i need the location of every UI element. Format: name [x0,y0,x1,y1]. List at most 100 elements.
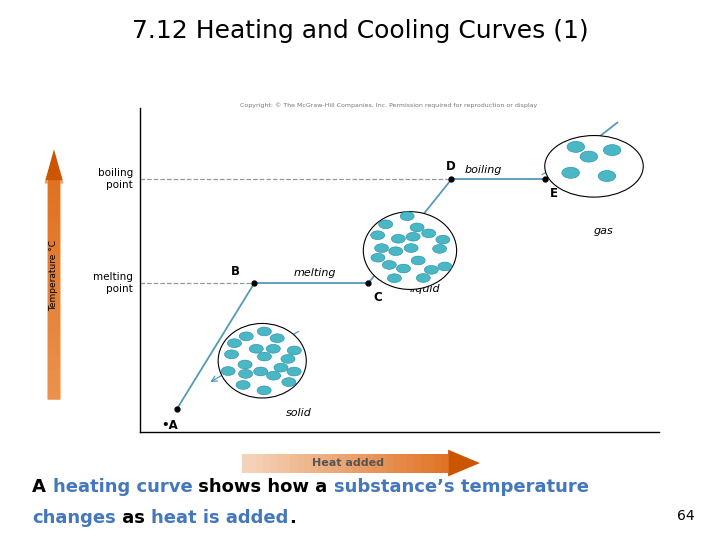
Circle shape [400,212,414,220]
Text: Heat added: Heat added [312,458,384,468]
Circle shape [249,345,264,353]
Circle shape [389,247,402,255]
Bar [325,454,332,472]
Text: melting
point: melting point [94,272,133,294]
Bar [366,454,373,472]
Bar [428,454,434,472]
Circle shape [387,274,401,282]
Text: .: . [289,509,295,526]
Bar [48,355,60,363]
Bar [420,454,428,472]
Bar [338,454,346,472]
Bar [359,454,366,472]
Text: changes: changes [32,509,116,526]
Bar [393,454,400,472]
Text: D: D [446,159,456,173]
Bar [284,454,290,472]
Circle shape [274,363,288,372]
Circle shape [236,381,250,389]
Bar [48,392,60,399]
Circle shape [603,145,621,156]
Circle shape [225,350,238,359]
Bar [48,326,60,334]
Circle shape [257,352,271,361]
Bar [48,246,60,253]
Circle shape [239,332,253,341]
Circle shape [371,231,384,240]
Bar [48,217,60,224]
Bar [297,454,304,472]
Bar [373,454,379,472]
Text: 7.12 Heating and Cooling Curves (1): 7.12 Heating and Cooling Curves (1) [132,19,588,43]
Bar [48,348,60,355]
Bar [352,454,359,472]
Circle shape [562,167,580,178]
Bar [249,454,256,472]
Circle shape [270,334,284,343]
Bar [48,282,60,289]
Polygon shape [45,149,63,180]
Circle shape [371,253,385,262]
Text: E: E [550,187,558,200]
Circle shape [266,372,281,380]
Bar [400,454,407,472]
Bar [48,289,60,297]
Text: C: C [374,291,382,304]
Text: heat is added: heat is added [151,509,289,526]
Circle shape [392,234,405,243]
Circle shape [397,264,410,273]
Text: heating curve: heating curve [53,478,192,496]
Bar [48,297,60,304]
Bar [263,454,270,472]
Bar [48,268,60,275]
Circle shape [228,339,241,348]
Bar [346,454,352,472]
Bar [48,210,60,217]
Bar [311,454,318,472]
Bar [304,454,311,472]
Circle shape [379,220,392,228]
Text: B: B [231,265,240,278]
Text: solid: solid [286,408,312,417]
Bar [318,454,325,472]
Circle shape [253,367,268,376]
Circle shape [433,245,446,253]
Circle shape [580,151,598,162]
Bar [48,231,60,239]
Circle shape [257,386,271,395]
Bar [387,454,393,472]
Bar [48,319,60,326]
Bar [379,454,387,472]
Bar [48,195,60,202]
Bar [407,454,414,472]
Circle shape [436,235,450,244]
Circle shape [422,229,436,238]
Circle shape [257,327,271,336]
Bar [48,312,60,319]
Bar [48,370,60,377]
Bar [434,454,441,472]
Ellipse shape [364,212,456,289]
Text: 64: 64 [678,509,695,523]
Polygon shape [448,450,480,476]
Bar [48,260,60,268]
Text: boiling
point: boiling point [98,168,133,190]
Bar [48,239,60,246]
Text: •A: •A [161,418,178,432]
Bar [48,377,60,384]
Bar [48,187,60,195]
Text: boiling: boiling [464,165,502,174]
Bar [48,180,60,187]
Bar [256,454,263,472]
Bar [441,454,448,472]
Circle shape [424,266,438,274]
Text: melting: melting [293,268,336,278]
Circle shape [411,256,425,265]
Text: Temperature °C: Temperature °C [50,240,58,311]
Bar [48,224,60,231]
Ellipse shape [218,323,306,398]
Circle shape [374,244,389,253]
Circle shape [404,244,418,252]
Text: substance’s temperature: substance’s temperature [334,478,589,496]
Circle shape [406,232,420,241]
